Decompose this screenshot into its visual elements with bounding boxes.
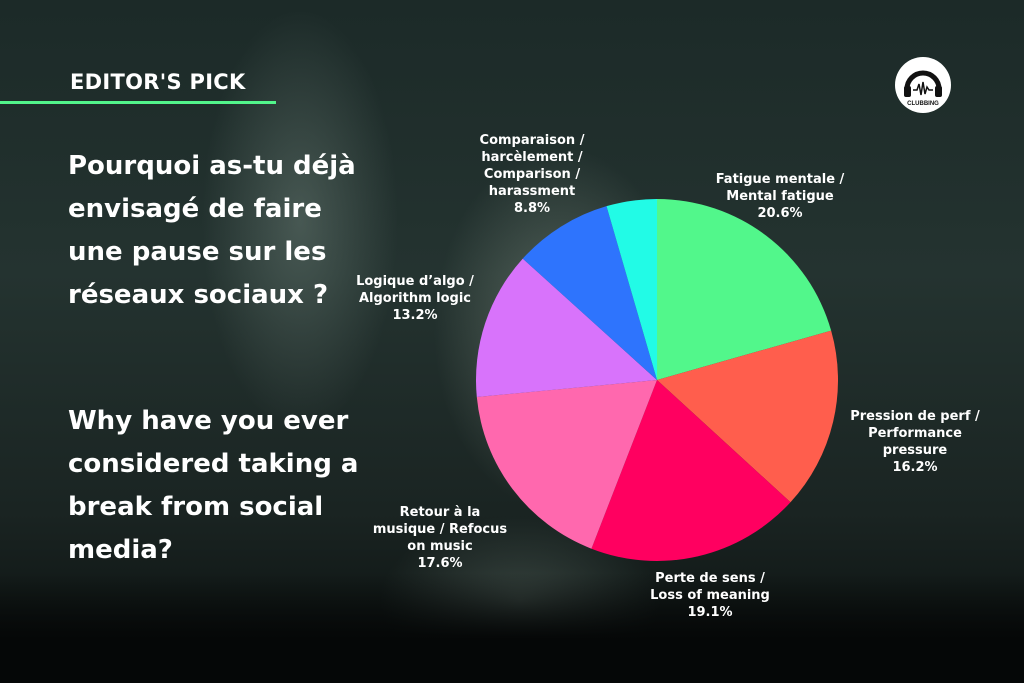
question-french: Pourquoi as-tu déjà envisagé de faire un… [68,151,356,310]
slice-label-1: Pression de perf / Performance pressure 16.… [850,409,980,475]
slice-label-5: Comparaison / harcèlement / Comparison / ha… [479,133,585,216]
accent-underline [0,101,276,104]
pie-slice-3 [476,380,657,549]
clubbing-tv-logo: CLUBBING [895,57,951,113]
pie-slice-2 [591,380,791,561]
question-english: Why have you ever considered taking a br… [68,406,359,565]
pie-slice-0 [657,199,832,380]
slice-label-3: Retour à la musique / Refocus on music 17.6… [372,505,508,571]
slice-label-2: Perte de sens / Loss of meaning 19.1% [650,571,770,620]
pie-slice-1 [657,330,838,503]
pie-slice-6 [606,199,657,380]
svg-text:CLUBBING: CLUBBING [907,101,939,107]
editors-pick-badge: EDITOR'S PICK [70,70,246,94]
pie-slice-5 [522,206,657,380]
crowd-background [0,573,1024,683]
slice-label-4: Logique d’algo / Algorithm logic 13.2% [356,274,474,323]
slice-label-0: Fatigue mentale / Mental fatigue 20.6% [715,172,845,221]
pie-slice-4 [476,258,657,398]
